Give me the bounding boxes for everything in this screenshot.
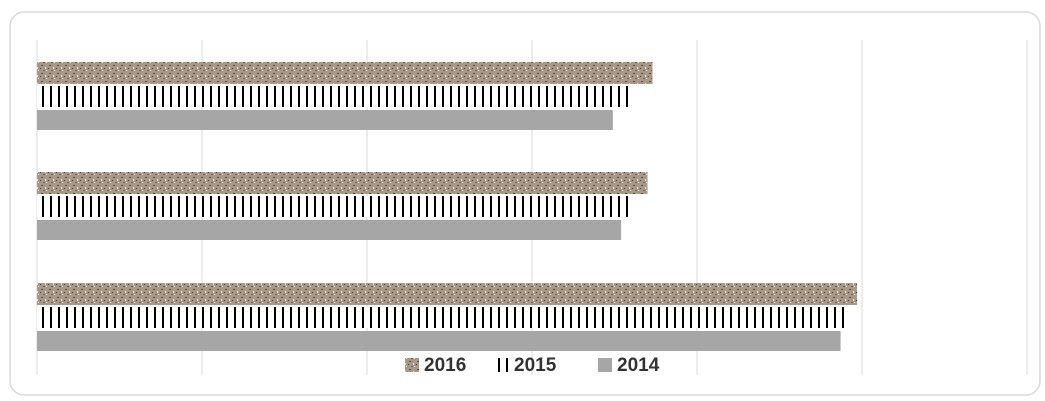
legend-swatch bbox=[598, 358, 612, 372]
legend-label: 2014 bbox=[617, 355, 660, 376]
legend-swatch bbox=[405, 358, 419, 372]
bar bbox=[37, 172, 648, 194]
bar bbox=[37, 62, 653, 84]
bar bbox=[37, 307, 849, 328]
bar bbox=[37, 196, 633, 217]
bar bbox=[37, 331, 841, 351]
legend-label: 2016 bbox=[424, 355, 466, 376]
bar bbox=[37, 86, 633, 107]
bar bbox=[37, 110, 613, 130]
bar bbox=[37, 283, 858, 305]
legend-swatch bbox=[495, 358, 509, 372]
bar bbox=[37, 220, 622, 240]
legend-label: 2015 bbox=[514, 355, 557, 376]
